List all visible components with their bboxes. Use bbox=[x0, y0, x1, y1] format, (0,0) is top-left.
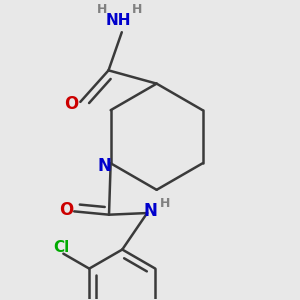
Text: H: H bbox=[131, 3, 142, 16]
Text: N: N bbox=[98, 157, 112, 175]
Text: H: H bbox=[160, 196, 171, 210]
Text: NH: NH bbox=[106, 13, 131, 28]
Text: O: O bbox=[59, 201, 73, 219]
Text: H: H bbox=[98, 3, 108, 16]
Text: N: N bbox=[143, 202, 158, 220]
Text: Cl: Cl bbox=[54, 239, 70, 254]
Text: O: O bbox=[64, 94, 78, 112]
